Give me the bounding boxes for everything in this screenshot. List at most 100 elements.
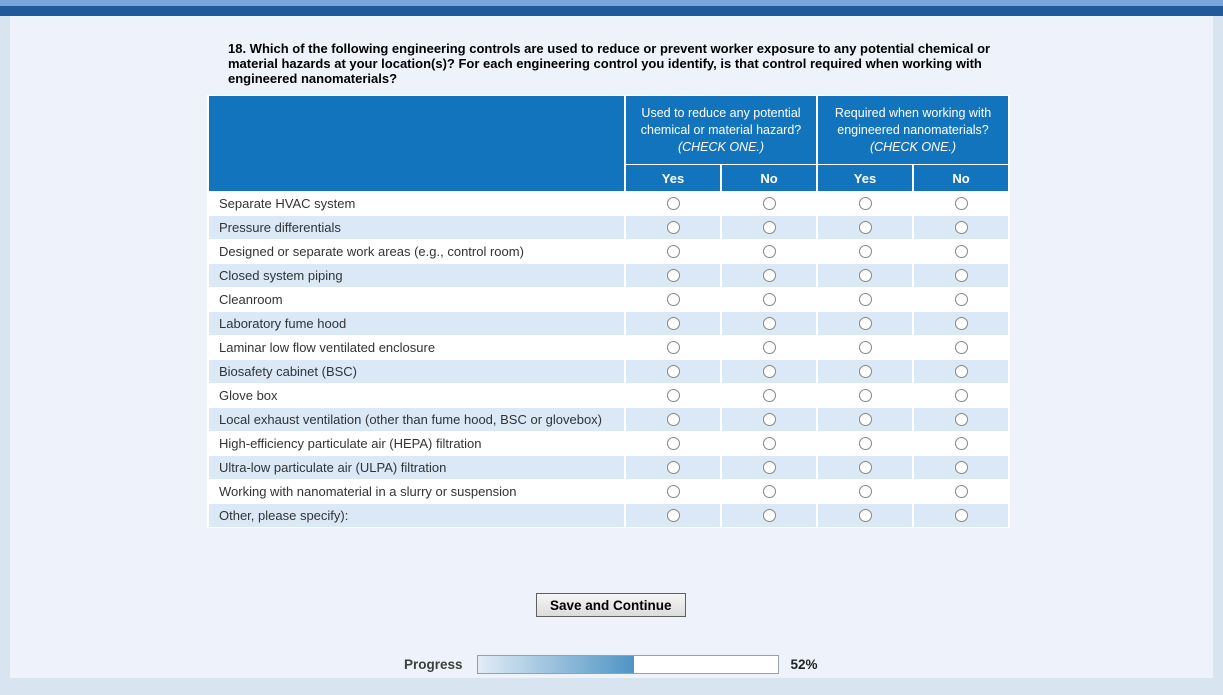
control-label: Other, please specify): <box>209 504 624 528</box>
radio-required-no[interactable] <box>954 413 968 427</box>
radio-used-yes[interactable] <box>666 389 680 403</box>
column-group-required: Required when working with engineered na… <box>818 96 1008 165</box>
radio-required-no[interactable] <box>954 509 968 523</box>
radio-required-no[interactable] <box>954 389 968 403</box>
radio-used-no[interactable] <box>762 461 776 475</box>
radio-cell <box>626 192 720 216</box>
radio-used-yes[interactable] <box>666 197 680 211</box>
radio-used-no[interactable] <box>762 293 776 307</box>
radio-cell <box>914 216 1008 240</box>
radio-required-yes[interactable] <box>858 317 872 331</box>
radio-required-yes[interactable] <box>858 461 872 475</box>
control-label: High-efficiency particulate air (HEPA) f… <box>209 432 624 456</box>
question-text: 18. Which of the following engineering c… <box>228 41 991 86</box>
radio-cell <box>818 216 912 240</box>
radio-cell <box>914 240 1008 264</box>
table-row: High-efficiency particulate air (HEPA) f… <box>209 432 1008 456</box>
radio-required-yes[interactable] <box>858 389 872 403</box>
radio-required-no[interactable] <box>954 245 968 259</box>
table-corner-header <box>209 96 624 192</box>
radio-cell <box>626 360 720 384</box>
radio-used-yes[interactable] <box>666 341 680 355</box>
radio-used-no[interactable] <box>762 509 776 523</box>
radio-required-no[interactable] <box>954 437 968 451</box>
radio-cell <box>626 408 720 432</box>
radio-required-yes[interactable] <box>858 197 872 211</box>
radio-used-yes[interactable] <box>666 509 680 523</box>
radio-required-yes[interactable] <box>858 341 872 355</box>
controls-table-body: Separate HVAC system Pressure differenti… <box>209 192 1008 528</box>
radio-used-no[interactable] <box>762 221 776 235</box>
radio-required-no[interactable] <box>954 341 968 355</box>
radio-cell <box>626 264 720 288</box>
radio-used-no[interactable] <box>762 437 776 451</box>
radio-used-no[interactable] <box>762 485 776 499</box>
progress-bar-fill <box>477 656 634 674</box>
column-group-used-note: (CHECK ONE.) <box>677 139 765 154</box>
control-label: Biosafety cabinet (BSC) <box>209 360 624 384</box>
table-row: Local exhaust ventilation (other than fu… <box>209 408 1008 432</box>
radio-cell <box>722 336 816 360</box>
radio-required-yes[interactable] <box>858 509 872 523</box>
radio-used-yes[interactable] <box>666 317 680 331</box>
radio-used-no[interactable] <box>762 269 776 283</box>
radio-required-no[interactable] <box>954 269 968 283</box>
control-label: Designed or separate work areas (e.g., c… <box>209 240 624 264</box>
radio-cell <box>914 432 1008 456</box>
radio-used-no[interactable] <box>762 317 776 331</box>
column-group-used: Used to reduce any potential chemical or… <box>626 96 816 165</box>
radio-used-no[interactable] <box>762 341 776 355</box>
radio-required-yes[interactable] <box>858 293 872 307</box>
control-label: Laboratory fume hood <box>209 312 624 336</box>
radio-cell <box>818 240 912 264</box>
radio-cell <box>626 312 720 336</box>
radio-required-yes[interactable] <box>858 485 872 499</box>
radio-used-yes[interactable] <box>666 269 680 283</box>
radio-used-yes[interactable] <box>666 221 680 235</box>
survey-panel: 18. Which of the following engineering c… <box>10 16 1213 678</box>
column-group-used-text: Used to reduce any potential chemical or… <box>640 105 802 137</box>
control-label: Working with nanomaterial in a slurry or… <box>209 480 624 504</box>
save-and-continue-button[interactable]: Save and Continue <box>536 593 686 618</box>
radio-cell <box>626 216 720 240</box>
radio-required-yes[interactable] <box>858 269 872 283</box>
radio-cell <box>914 504 1008 528</box>
radio-required-no[interactable] <box>954 365 968 379</box>
table-row: Pressure differentials <box>209 216 1008 240</box>
radio-required-no[interactable] <box>954 317 968 331</box>
radio-used-no[interactable] <box>762 245 776 259</box>
subheader-required-no: No <box>914 165 1008 192</box>
radio-required-no[interactable] <box>954 293 968 307</box>
radio-required-no[interactable] <box>954 197 968 211</box>
radio-used-yes[interactable] <box>666 461 680 475</box>
radio-cell <box>818 456 912 480</box>
radio-required-no[interactable] <box>954 461 968 475</box>
control-label: Cleanroom <box>209 288 624 312</box>
table-row: Closed system piping <box>209 264 1008 288</box>
radio-used-no[interactable] <box>762 197 776 211</box>
radio-used-no[interactable] <box>762 389 776 403</box>
radio-used-yes[interactable] <box>666 437 680 451</box>
radio-required-yes[interactable] <box>858 245 872 259</box>
radio-required-no[interactable] <box>954 221 968 235</box>
radio-cell <box>722 192 816 216</box>
radio-required-no[interactable] <box>954 485 968 499</box>
radio-cell <box>914 312 1008 336</box>
radio-required-yes[interactable] <box>858 437 872 451</box>
radio-used-yes[interactable] <box>666 245 680 259</box>
radio-used-yes[interactable] <box>666 413 680 427</box>
radio-used-yes[interactable] <box>666 293 680 307</box>
radio-cell <box>626 432 720 456</box>
radio-used-yes[interactable] <box>666 365 680 379</box>
radio-cell <box>818 264 912 288</box>
subheader-required-yes: Yes <box>818 165 912 192</box>
controls-table: Used to reduce any potential chemical or… <box>207 95 1010 529</box>
subheader-used-yes: Yes <box>626 165 720 192</box>
radio-required-yes[interactable] <box>858 221 872 235</box>
radio-required-yes[interactable] <box>858 413 872 427</box>
top-header-bar <box>0 6 1223 16</box>
radio-used-no[interactable] <box>762 365 776 379</box>
radio-used-yes[interactable] <box>666 485 680 499</box>
radio-required-yes[interactable] <box>858 365 872 379</box>
radio-used-no[interactable] <box>762 413 776 427</box>
